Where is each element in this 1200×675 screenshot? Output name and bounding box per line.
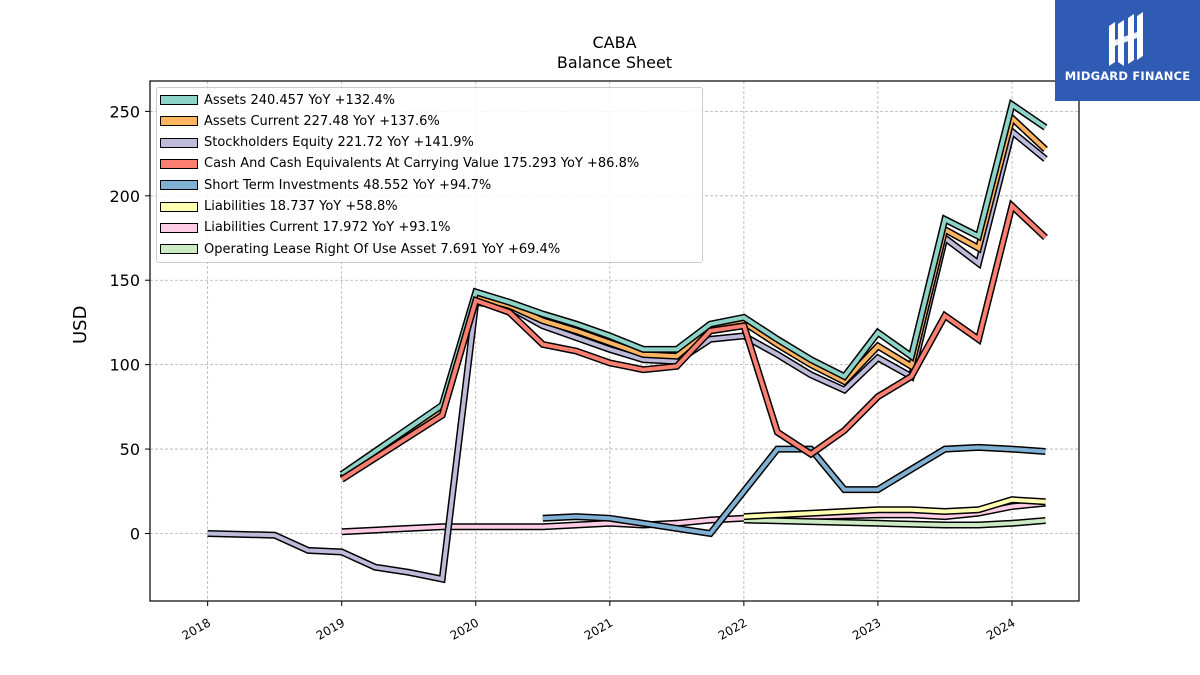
legend-swatch [160, 95, 198, 105]
legend-item: Assets 240.457 YoY +132.4% [160, 90, 395, 110]
y-axis-label: USD [70, 305, 91, 344]
legend-label: Liabilities 18.737 YoY +58.8% [204, 199, 398, 214]
series-5 [743, 496, 1046, 521]
chart-title: CABA [592, 33, 637, 52]
legend-item: Liabilities 18.737 YoY +58.8% [160, 197, 398, 217]
series-line [743, 497, 1046, 519]
legend-item: Stockholders Equity 221.72 YoY +141.9% [160, 133, 474, 153]
x-tick-label: 2024 [984, 615, 1017, 642]
series-line [341, 501, 1046, 534]
legend-item: Short Term Investments 48.552 YoY +94.7% [160, 175, 491, 195]
legend-label: Assets 240.457 YoY +132.4% [204, 92, 396, 108]
chart-subtitle: Balance Sheet [556, 53, 673, 72]
series-4 [542, 443, 1046, 538]
legend-item: Assets Current 227.48 YoY +137.6% [160, 111, 440, 131]
legend-swatch [160, 180, 198, 191]
x-tick-label: 2019 [314, 615, 347, 642]
legend-swatch [160, 222, 198, 233]
series-0 [339, 98, 1048, 478]
brand-name: MIDGARD FINANCE [1064, 69, 1191, 83]
series-7 [743, 516, 1046, 529]
legend-swatch [160, 201, 198, 212]
brand-logo: MIDGARD FINANCE [1055, 0, 1200, 101]
midgard-logo-icon [1109, 12, 1143, 66]
legend-label: Operating Lease Right Of Use Asset 7.691… [204, 241, 561, 257]
y-tick-label: 100 [109, 356, 140, 375]
series-line [542, 445, 1046, 536]
legend-swatch [160, 137, 198, 148]
y-tick-label: 50 [120, 440, 140, 459]
chart-legend: Assets 240.457 YoY +132.4% Assets Current… [156, 87, 703, 263]
series-6 [341, 499, 1046, 536]
legend-swatch [160, 244, 198, 255]
x-tick-label: 2020 [448, 615, 481, 642]
series-line [743, 518, 1046, 527]
legend-item: Cash And Cash Equivalents At Carrying Va… [160, 154, 639, 174]
x-tick-label: 2018 [180, 615, 213, 642]
x-tick-label: 2021 [582, 615, 615, 642]
y-tick-label: 200 [109, 187, 140, 206]
legend-swatch [160, 158, 198, 169]
y-tick-label: 150 [109, 271, 140, 290]
series-3 [339, 199, 1048, 483]
legend-item: Liabilities Current 17.972 YoY +93.1% [160, 218, 451, 238]
series-line [340, 101, 1047, 477]
x-tick-label: 2022 [716, 615, 749, 642]
legend-label: Cash And Cash Equivalents At Carrying Va… [204, 156, 640, 172]
x-tick-label: 2023 [850, 615, 883, 642]
plot-frame [149, 80, 1080, 602]
y-tick-label: 0 [130, 524, 140, 543]
legend-label: Liabilities Current 17.972 YoY +93.1% [204, 220, 451, 236]
legend-item: Operating Lease Right Of Use Asset 7.691… [160, 239, 560, 259]
legend-swatch [160, 116, 198, 127]
y-tick-label: 250 [109, 102, 140, 121]
series-lines [207, 98, 1048, 584]
legend-label: Stockholders Equity 221.72 YoY +141.9% [204, 135, 474, 151]
legend-label: Short Term Investments 48.552 YoY +94.7% [204, 177, 492, 193]
series-line [340, 202, 1047, 482]
legend-label: Assets Current 227.48 YoY +137.6% [204, 113, 440, 129]
